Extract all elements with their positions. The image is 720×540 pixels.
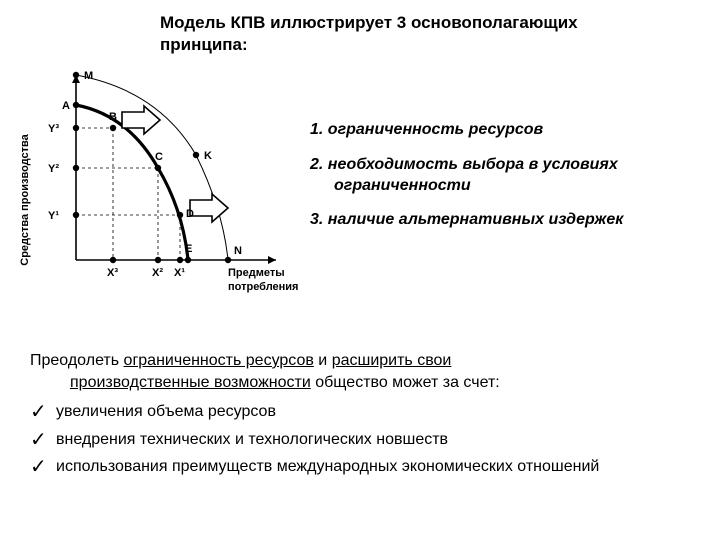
- svg-text:X¹: X¹: [174, 267, 185, 279]
- svg-text:B: B: [109, 111, 117, 123]
- svg-text:D: D: [186, 208, 194, 220]
- check-item-2: ✓ внедрения технических и технологических…: [30, 429, 690, 451]
- svg-text:M: M: [84, 70, 93, 82]
- lower-block: Преодолеть ограниченность ресурсов и рас…: [30, 350, 690, 484]
- principles-list: 1. ограниченность ресурсов 2. необходимо…: [310, 120, 710, 245]
- check-text: внедрения технических и технологических …: [56, 431, 448, 448]
- checklist: ✓ увеличения объема ресурсов ✓ внедрения т…: [30, 401, 690, 478]
- txt-u: производственные возможности: [70, 374, 311, 391]
- svg-text:Y²: Y²: [48, 163, 59, 175]
- check-item-1: ✓ увеличения объема ресурсов: [30, 401, 690, 423]
- txt-u: ограниченность ресурсов: [124, 352, 314, 369]
- svg-text:Предметы: Предметы: [228, 267, 285, 279]
- page-title: Модель КПВ иллюстрирует 3 основополагающ…: [160, 12, 620, 56]
- principle-1: 1. ограниченность ресурсов: [310, 120, 710, 141]
- svg-text:Y¹: Y¹: [48, 210, 59, 222]
- check-text: использования преимуществ международных …: [56, 458, 599, 475]
- svg-text:A: A: [62, 100, 70, 112]
- svg-text:E: E: [185, 243, 192, 255]
- txt: общество может за счет:: [311, 374, 500, 391]
- svg-text:X²: X²: [152, 267, 163, 279]
- ppf-chart: Средства производства M AY³ B Y² C K Y¹ D E N X³ X² X…: [18, 60, 298, 300]
- svg-text:Средства производства: Средства производства: [19, 133, 31, 265]
- svg-text:потребления: потребления: [228, 281, 298, 293]
- check-item-3: ✓ использования преимуществ международных…: [30, 456, 690, 478]
- txt: Преодолеть: [30, 352, 124, 369]
- lower-heading: Преодолеть ограниченность ресурсов и рас…: [30, 350, 690, 393]
- check-text: увеличения объема ресурсов: [56, 403, 276, 420]
- svg-text:Y³: Y³: [48, 123, 59, 135]
- txt: и: [314, 352, 332, 369]
- svg-text:N: N: [234, 245, 242, 257]
- principle-3: 3. наличие альтернативных издержек: [310, 210, 710, 231]
- svg-text:C: C: [155, 151, 163, 163]
- principle-2: 2. необходимость выбора в условиях огран…: [310, 155, 710, 197]
- checkmark-icon: ✓: [30, 399, 47, 426]
- svg-text:K: K: [204, 150, 212, 162]
- checkmark-icon: ✓: [30, 427, 47, 454]
- txt-u: расширить свои: [332, 352, 452, 369]
- svg-text:X³: X³: [107, 267, 118, 279]
- checkmark-icon: ✓: [30, 454, 47, 481]
